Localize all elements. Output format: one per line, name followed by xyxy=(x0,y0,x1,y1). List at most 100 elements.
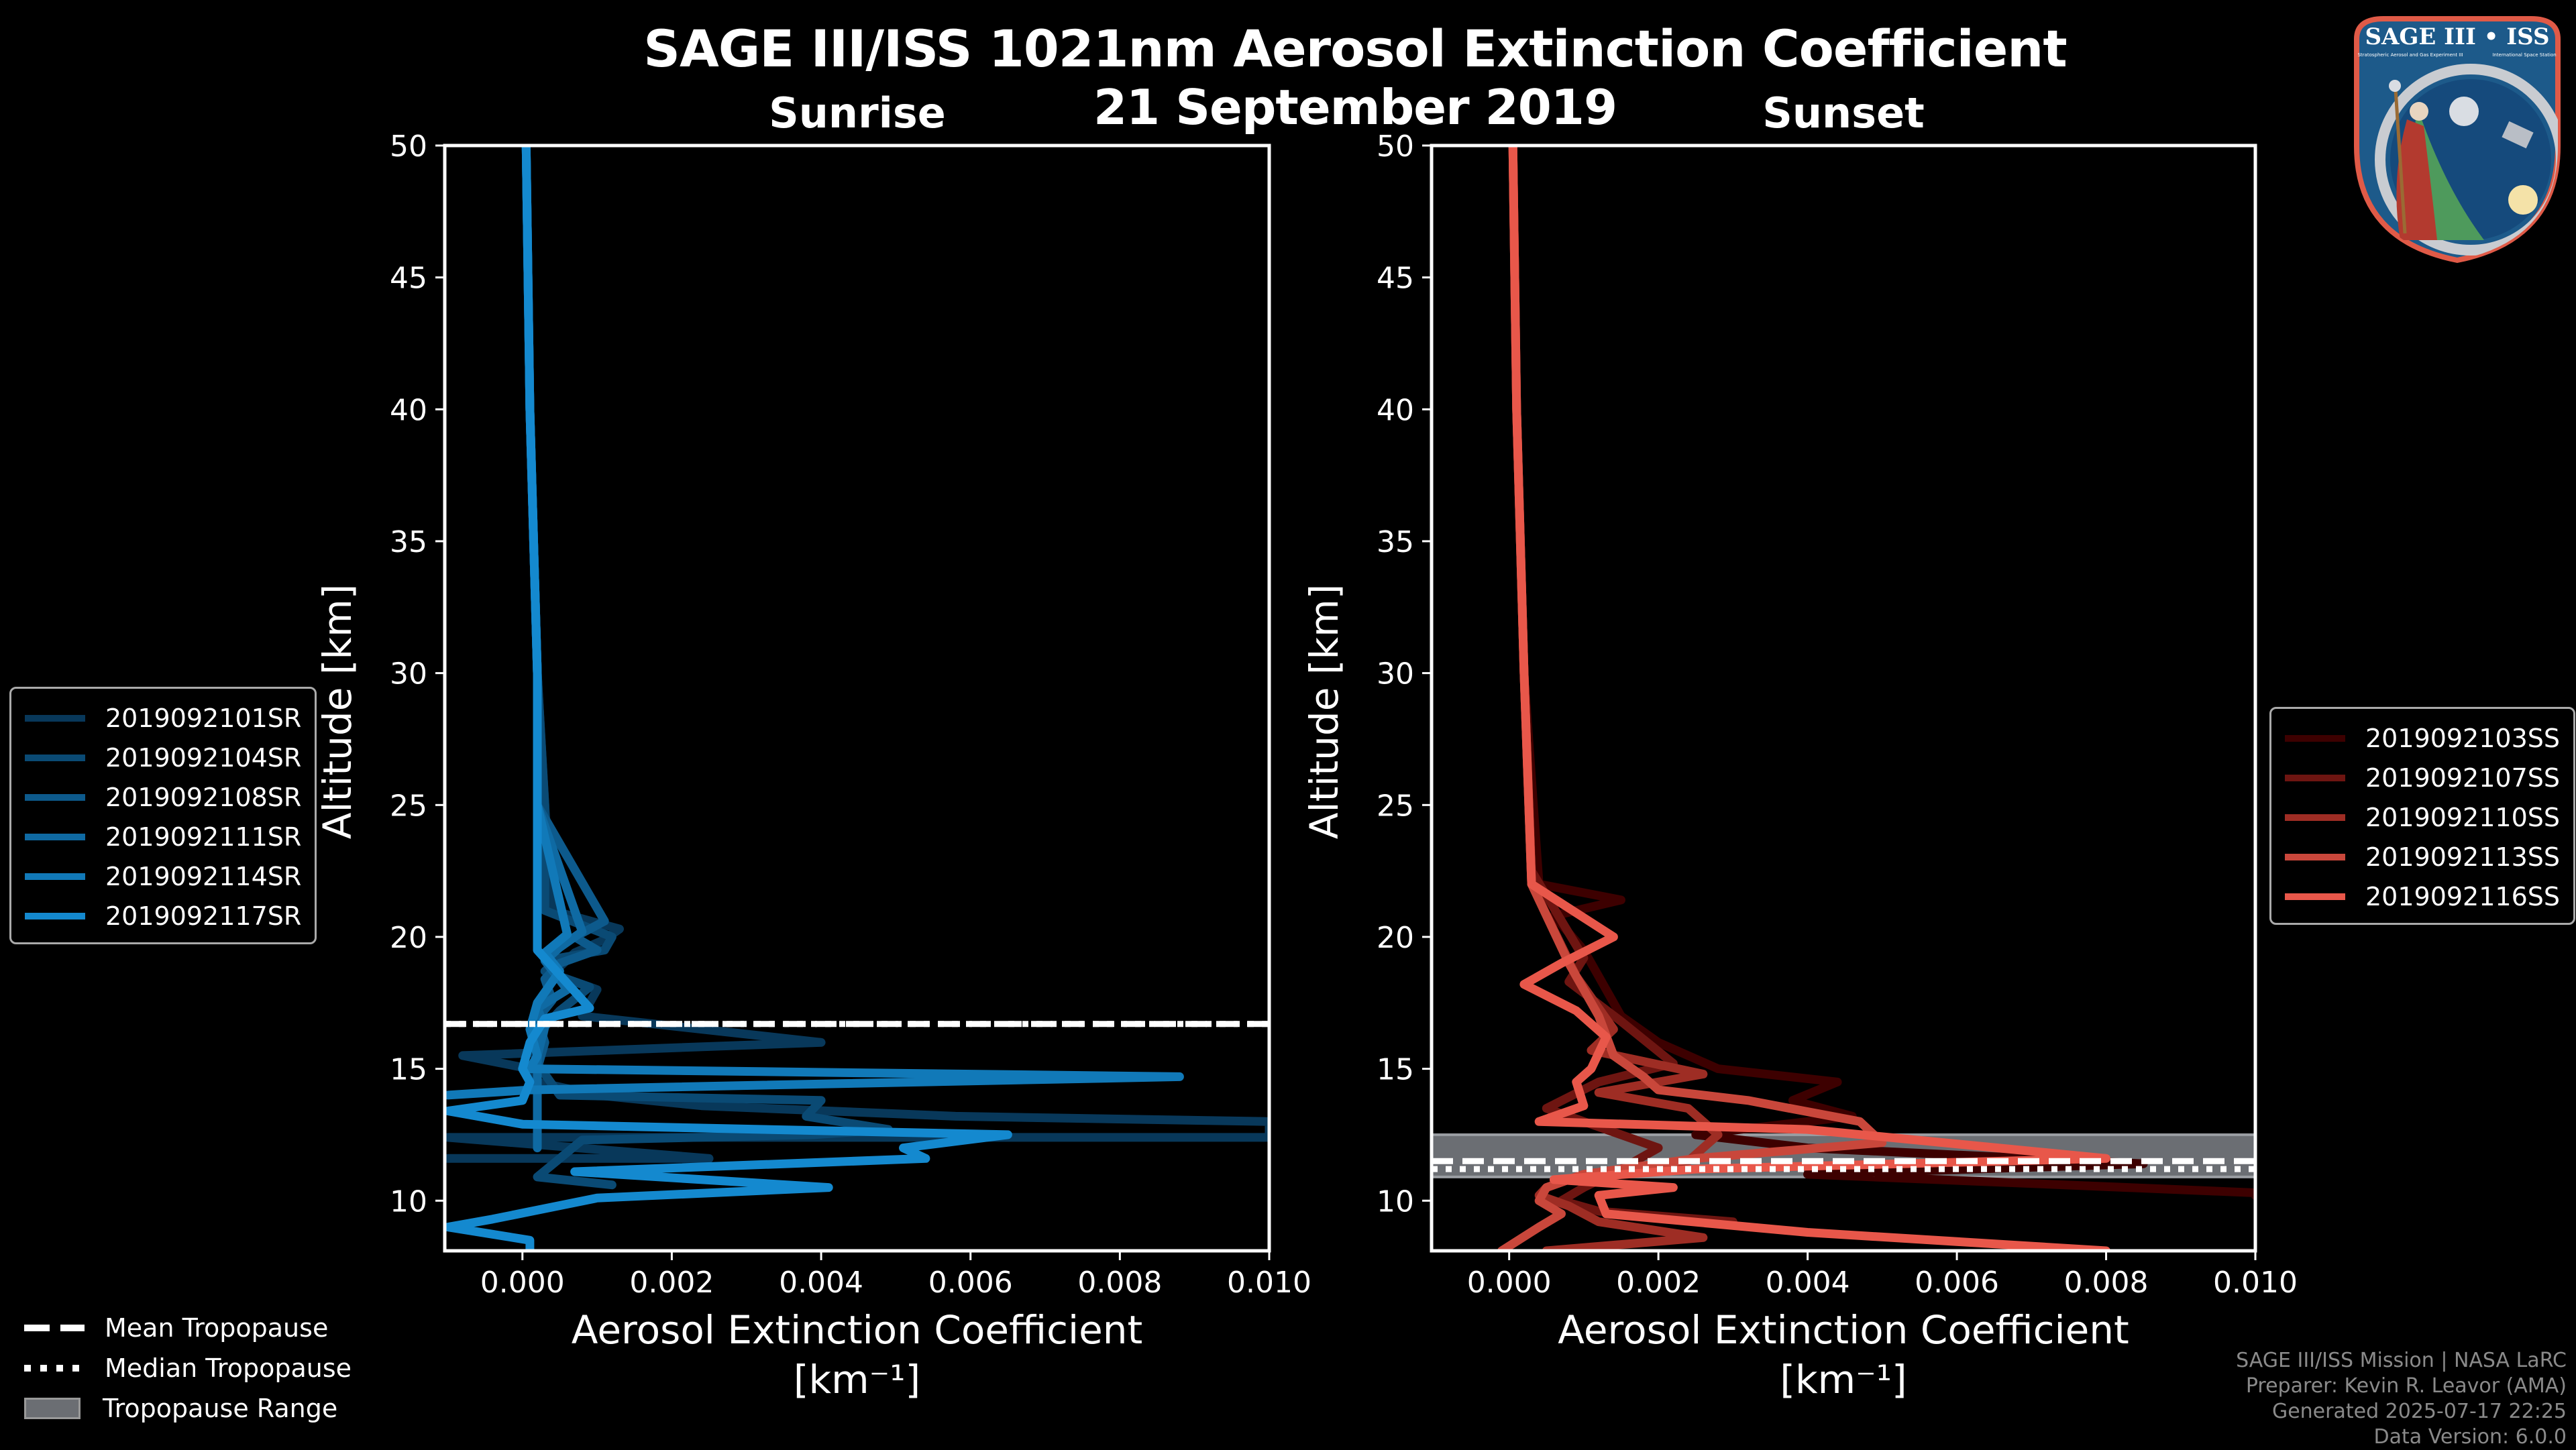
legend-label: 2019092108SR xyxy=(105,782,302,812)
y-tick-label: 15 xyxy=(390,1053,427,1087)
sunrise-panel-title: Sunrise xyxy=(769,89,946,137)
x-tick-label: 0.002 xyxy=(1616,1266,1701,1300)
y-tick-label: 25 xyxy=(390,789,427,823)
y-tick-label: 25 xyxy=(1377,789,1414,823)
x-tick-label: 0.008 xyxy=(1077,1266,1162,1300)
y-tick-label: 35 xyxy=(390,525,427,559)
x-tick-label: 0.004 xyxy=(779,1266,863,1300)
legend-item-2019092104SR: 2019092104SR xyxy=(25,738,301,777)
legend-label: Median Tropopause xyxy=(105,1353,352,1383)
legend-item-2019092111SR: 2019092111SR xyxy=(25,817,301,856)
legend-line-swatch-icon xyxy=(25,793,85,801)
y-tick-label: 45 xyxy=(1377,262,1414,296)
moon-icon xyxy=(2449,97,2479,126)
x-axis-units: [km⁻¹] xyxy=(794,1357,920,1402)
x-tick-label: 0.008 xyxy=(2064,1266,2149,1300)
legend-line-swatch-icon xyxy=(2285,774,2345,781)
dotted-line-icon xyxy=(24,1365,85,1372)
wizard-icon xyxy=(2396,119,2437,240)
legend-line-swatch-icon xyxy=(2285,853,2345,860)
sunset-axes-frame xyxy=(1430,144,2257,1253)
x-axis-units: [km⁻¹] xyxy=(1780,1357,1907,1402)
x-tick-label: 0.000 xyxy=(480,1266,565,1300)
sunrise-panel: 0.000 0.002 0.004 0.006 0.008 0.010 10 15 20 25 30… xyxy=(315,129,1311,1402)
legend-label: 2019092103SS xyxy=(2365,723,2561,753)
sunset-legend: 2019092103SS 2019092107SS 2019092110SS 2019… xyxy=(2269,707,2576,925)
legend-label: 2019092107SS xyxy=(2365,763,2561,793)
range-swatch-icon xyxy=(24,1398,80,1419)
y-tick-label: 35 xyxy=(1377,525,1414,559)
y-tick-label: 50 xyxy=(390,129,427,164)
legend-line-swatch-icon xyxy=(25,873,85,880)
y-tick-label: 30 xyxy=(1377,657,1414,691)
legend-label: 2019092111SR xyxy=(105,822,302,852)
x-axis-label: Aerosol Extinction Coefficient xyxy=(1558,1307,2129,1353)
legend-label: 2019092110SS xyxy=(2365,802,2561,832)
legend-line-swatch-icon xyxy=(25,912,85,919)
legend-label: 2019092104SR xyxy=(105,742,302,773)
sunrise-legend: 2019092101SR 2019092104SR 2019092108SR 2019… xyxy=(9,687,317,944)
y-tick-label: 40 xyxy=(390,393,427,427)
footer-preparer: Preparer: Kevin R. Leavor (AMA) xyxy=(2245,1374,2567,1398)
y-tick-label: 10 xyxy=(1377,1184,1414,1219)
dashed-line-icon xyxy=(24,1325,85,1331)
x-tick-label: 0.010 xyxy=(2213,1266,2298,1300)
y-axis-label: Altitude [km] xyxy=(1301,584,1347,839)
series-line-2019092116SS xyxy=(1508,146,2110,1251)
x-tick-label: 0.010 xyxy=(1227,1266,1311,1300)
legend-item-2019092107SS: 2019092107SS xyxy=(2285,758,2560,797)
legend-label: 2019092114SR xyxy=(105,861,302,891)
logo-subtitle-left: Stratospheric Aerosol and Gas Experiment… xyxy=(2357,52,2463,58)
y-tick-label: 45 xyxy=(390,262,427,296)
y-tick-label: 40 xyxy=(1377,393,1414,427)
legend-label: Mean Tropopause xyxy=(105,1313,329,1343)
series-line-2019092110SS xyxy=(1508,146,1723,1251)
series-line-2019092117SR xyxy=(445,146,1012,1251)
legend-item-2019092116SS: 2019092116SS xyxy=(2285,877,2560,916)
iss-icon xyxy=(2502,121,2534,149)
series-line-2019092103SS xyxy=(1508,146,2255,1200)
y-tick-label: 20 xyxy=(1377,921,1414,955)
sunrise-series-group xyxy=(445,146,1269,1251)
logo-subtitle-right: International Space Station xyxy=(2492,52,2556,58)
y-tick-label: 50 xyxy=(1377,129,1414,164)
sun-icon xyxy=(2508,185,2538,215)
legend-item-median-tropopause: Median Tropopause xyxy=(24,1348,352,1388)
footer-credits: SAGE III/ISS Mission | NASA LaRC Prepare… xyxy=(2236,1348,2567,1450)
legend-item-2019092113SS: 2019092113SS xyxy=(2285,837,2560,877)
x-tick-label: 0.006 xyxy=(928,1266,1013,1300)
legend-item-2019092114SR: 2019092114SR xyxy=(25,856,301,896)
legend-label: 2019092116SS xyxy=(2365,881,2561,911)
footer-generated: Generated 2025-07-17 22:25 xyxy=(2271,1400,2567,1423)
y-tick-label: 20 xyxy=(390,921,427,955)
chart-date-subtitle: 21 September 2019 xyxy=(1093,79,1617,135)
legend-item-2019092117SR: 2019092117SR xyxy=(25,896,301,936)
footer-mission: SAGE III/ISS Mission | NASA LaRC xyxy=(2236,1349,2567,1372)
legend-line-swatch-icon xyxy=(25,833,85,840)
legend-line-swatch-icon xyxy=(25,754,85,761)
legend-line-swatch-icon xyxy=(2285,734,2345,742)
x-tick-label: 0.000 xyxy=(1467,1266,1552,1300)
legend-item-2019092101SR: 2019092101SR xyxy=(25,698,301,738)
logo-title: SAGE III • ISS xyxy=(2365,23,2549,50)
legend-item-2019092103SS: 2019092103SS xyxy=(2285,718,2560,758)
legend-item-2019092108SR: 2019092108SR xyxy=(25,777,301,817)
sunset-panel-title: Sunset xyxy=(1762,89,1925,137)
legend-line-swatch-icon xyxy=(2285,814,2345,821)
sunrise-axes-frame xyxy=(443,144,1271,1253)
legend-label: 2019092101SR xyxy=(105,703,302,733)
legend-item-2019092110SS: 2019092110SS xyxy=(2285,797,2560,837)
x-tick-label: 0.006 xyxy=(1915,1266,1999,1300)
sage-iii-iss-mission-logo: SAGE III • ISS Stratospheric Aerosol and… xyxy=(2354,16,2561,264)
legend-label: 2019092113SS xyxy=(2365,842,2561,872)
y-tick-label: 15 xyxy=(1377,1053,1414,1087)
legend-line-swatch-icon xyxy=(2285,893,2345,900)
legend-item-mean-tropopause: Mean Tropopause xyxy=(24,1308,352,1348)
sunset-panel: 0.000 0.002 0.004 0.006 0.008 0.010 10 15 20 25 30… xyxy=(1301,129,2298,1402)
legend-label: 2019092117SR xyxy=(105,901,302,931)
legend-label: Tropopause Range xyxy=(103,1394,338,1423)
y-axis-label: Altitude [km] xyxy=(315,584,360,839)
x-tick-label: 0.002 xyxy=(629,1266,714,1300)
x-axis-label: Aerosol Extinction Coefficient xyxy=(572,1307,1143,1353)
y-tick-label: 30 xyxy=(390,657,427,691)
